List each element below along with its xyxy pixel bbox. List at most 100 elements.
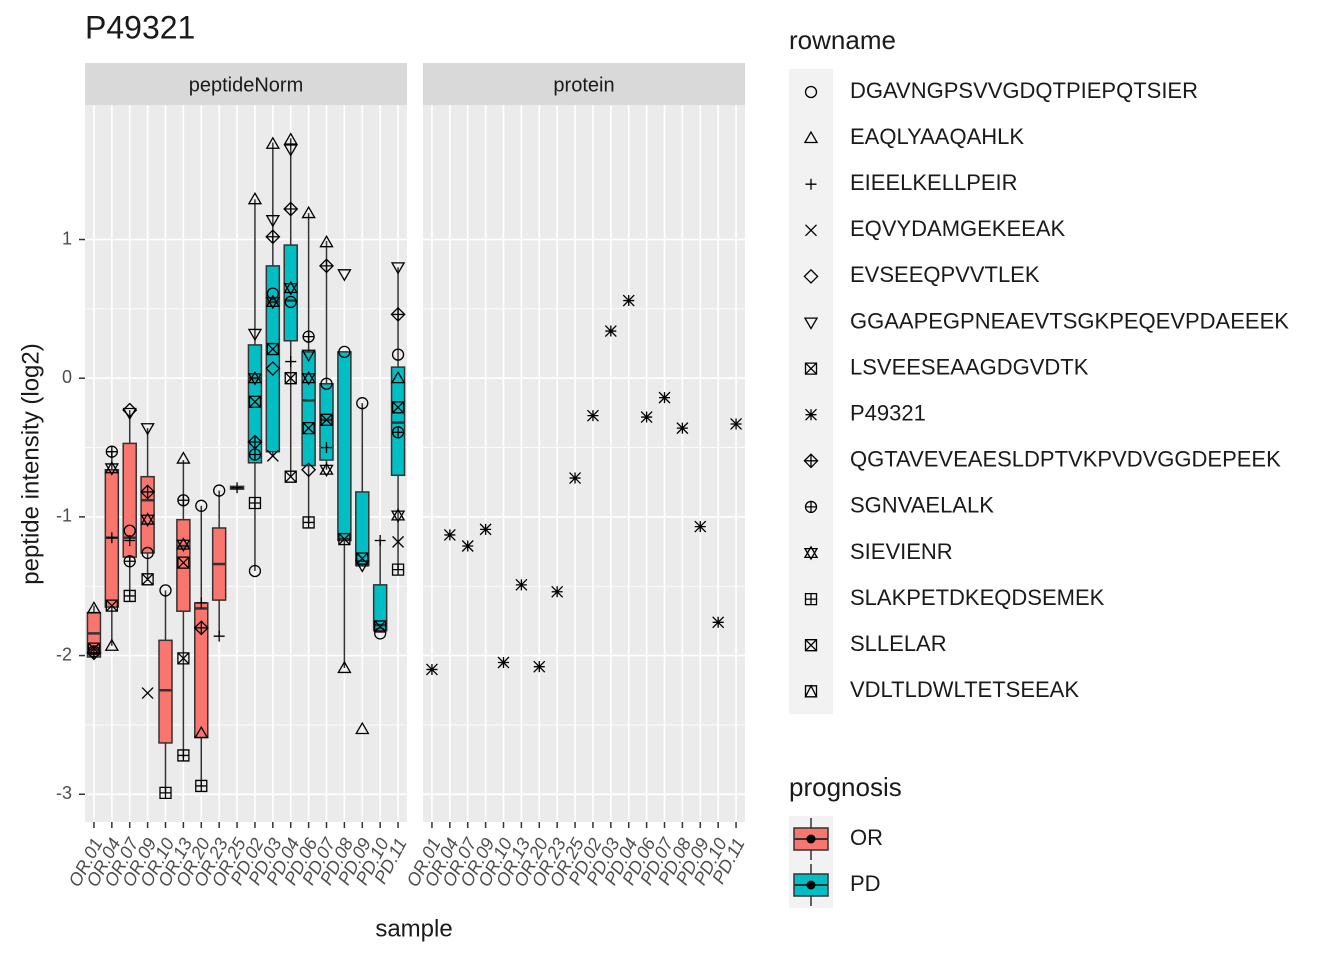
point [390, 306, 406, 322]
panel [423, 105, 745, 822]
point [391, 563, 405, 576]
point [283, 132, 298, 145]
point [106, 532, 118, 544]
point [391, 401, 405, 414]
y-axis-label: peptide intensity (log2) [17, 343, 44, 584]
point [302, 330, 315, 343]
point [283, 201, 299, 217]
legend-symbol [804, 639, 818, 652]
point [248, 564, 262, 578]
point [176, 451, 191, 464]
point [265, 360, 281, 377]
point [283, 144, 298, 157]
point [391, 348, 405, 361]
legend-label: DGAVNGPSVVGDQTPIEPQTSIER [850, 78, 1198, 103]
point [140, 484, 156, 500]
point [586, 409, 599, 422]
chart-title: P49321 [85, 9, 195, 45]
point [355, 560, 370, 573]
point [140, 423, 155, 436]
point [265, 136, 281, 149]
legend-symbol [803, 317, 819, 330]
box [301, 351, 316, 467]
legend-label: SLLELAR [850, 631, 947, 656]
legend-title: prognosis [789, 772, 902, 802]
strip [85, 63, 407, 105]
point [301, 370, 316, 386]
box [337, 351, 352, 542]
point [193, 620, 209, 636]
point [318, 258, 335, 274]
point [712, 616, 725, 629]
point [285, 356, 297, 368]
point [425, 663, 438, 676]
point [320, 413, 333, 426]
point [141, 573, 154, 586]
strip-label: protein [553, 74, 614, 96]
legend-key [789, 668, 833, 715]
point [105, 599, 118, 612]
point [265, 229, 281, 245]
point [338, 345, 351, 358]
point [195, 779, 208, 793]
point [658, 391, 671, 404]
point [392, 535, 405, 548]
point [338, 532, 351, 546]
legend-symbol [803, 130, 819, 144]
point [302, 516, 315, 529]
legend-label: EQVYDAMGEKEEAK [850, 216, 1066, 241]
legend-label: QGTAVEVEAESLDPTVKPVDVGGDEPEEK [850, 447, 1281, 472]
point [247, 370, 263, 386]
legend-symbol [803, 545, 819, 561]
point [461, 540, 474, 552]
box [158, 639, 173, 744]
legend-label: OR [850, 825, 883, 850]
x-axis-label: sample [375, 915, 452, 942]
point [301, 462, 317, 478]
point [390, 370, 406, 384]
box [372, 584, 388, 632]
point [247, 328, 263, 342]
point [284, 295, 297, 308]
legend-symbol [805, 408, 817, 421]
point [533, 660, 546, 673]
point [320, 377, 333, 390]
point [551, 585, 564, 598]
point [569, 472, 582, 485]
point [176, 537, 191, 552]
legend-label: P49321 [850, 401, 926, 426]
point [640, 411, 653, 424]
strip [423, 63, 745, 105]
y-tick-label: 0 [62, 367, 72, 387]
legend-symbol [804, 592, 818, 606]
legend-symbol [805, 178, 817, 190]
point [265, 215, 281, 228]
point [105, 445, 118, 458]
box [176, 518, 191, 612]
legend-label: SLAKPETDKEQDSEMEK [850, 585, 1105, 610]
y-tick-label: -3 [56, 783, 72, 803]
point [284, 470, 297, 483]
strip-label: peptideNorm [189, 74, 304, 96]
legend-label: PD [850, 871, 881, 896]
point [177, 749, 190, 762]
legend-key [789, 69, 833, 115]
legend-key [789, 115, 833, 162]
legend-title: rowname [789, 25, 896, 55]
point [265, 294, 281, 310]
point [337, 660, 352, 674]
point [86, 601, 102, 614]
point [177, 556, 190, 569]
legend-symbol [804, 684, 818, 698]
point [177, 652, 190, 665]
point [140, 512, 155, 528]
legend-label: EVSEEQPVVTLEK [850, 262, 1040, 287]
point [283, 280, 298, 296]
point [374, 620, 387, 633]
point [319, 462, 334, 478]
point [390, 262, 406, 275]
point [248, 395, 262, 408]
point [355, 721, 370, 735]
legend-dot [806, 880, 816, 890]
y-tick-label: -2 [56, 644, 72, 664]
